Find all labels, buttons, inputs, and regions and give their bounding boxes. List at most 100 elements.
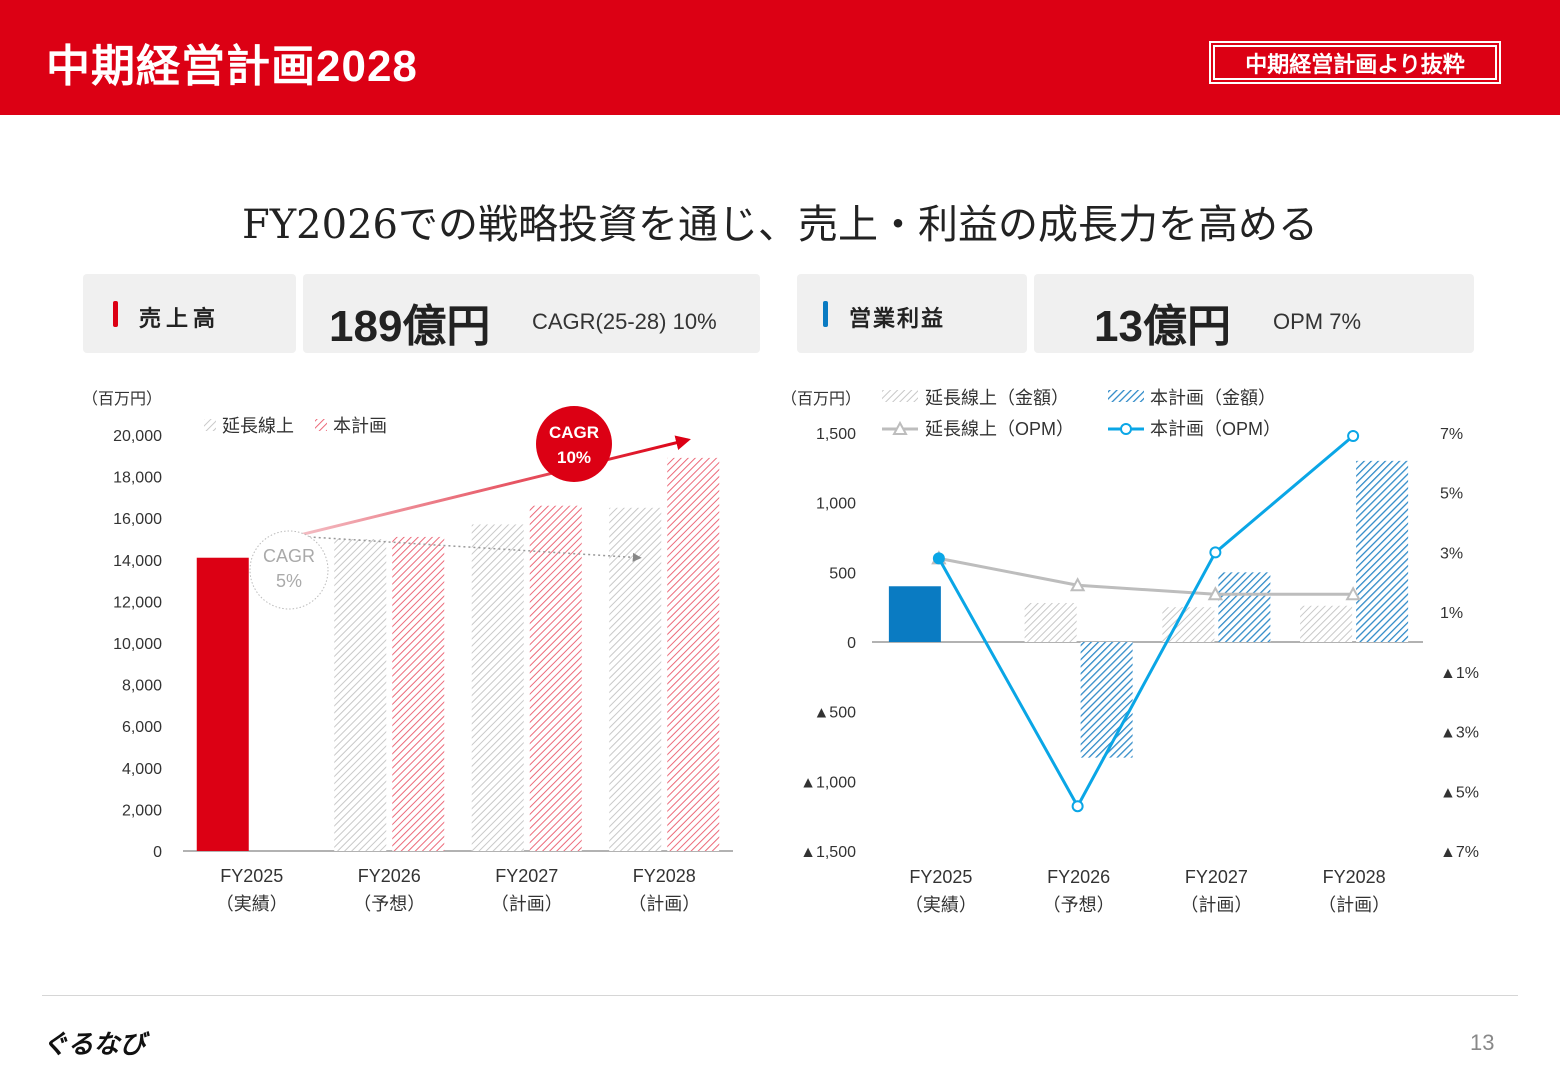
profit-opm-baseline-line	[938, 556, 1354, 596]
profit-bar-baseline	[1024, 602, 1077, 642]
profit-legend-label: 延長線上（金額）	[925, 388, 1069, 408]
profit-x-tick: FY2026	[1047, 867, 1110, 887]
sales-kpi-value-box: 189億円 CAGR(25-28) 10%	[303, 274, 760, 353]
sales-y-tick: 16,000	[113, 511, 162, 528]
sales-cagr5-badge	[249, 530, 329, 610]
profit-y2-tick: 7%	[1440, 426, 1463, 443]
profit-x-tick: FY2027	[1185, 867, 1248, 887]
profit-legend-swatch-baseline-bar	[882, 390, 918, 402]
sales-y-tick: 4,000	[122, 761, 162, 778]
operating-profit-chart: （百万円） ▲1,500 ▲1,000 ▲500 0 500 1,000 1,500 ▲7% ▲5…	[781, 388, 1479, 915]
sales-kpi-label-box: 売上高	[83, 274, 296, 353]
profit-y-tick: 0	[847, 635, 856, 652]
profit-legend-label: 本計画（金額）	[1150, 388, 1276, 408]
sales-chart: （百万円） 0 2,000 4,000 6,000 8,000 10,000 12,000 14…	[82, 390, 733, 914]
profit-opm-plan-point	[1347, 429, 1360, 442]
profit-kpi-marker	[823, 301, 828, 327]
profit-y-tick: ▲1,500	[800, 844, 856, 861]
sales-x-sublabel: （予想）	[353, 894, 425, 914]
profit-y-tick: 1,500	[816, 426, 856, 443]
sales-y-tick: 18,000	[113, 470, 162, 487]
profit-legend-label: 延長線上（OPM）	[925, 419, 1074, 439]
sales-y-tick: 20,000	[113, 428, 162, 445]
sales-bar-baseline	[609, 507, 662, 851]
profit-y-tick: ▲1,000	[800, 774, 856, 791]
header-bar: 中期経営計画2028 中期経営計画より抜粋	[0, 0, 1560, 115]
sales-bar-baseline	[471, 524, 524, 851]
profit-kpi-value: 13億円	[1094, 302, 1231, 351]
profit-legend-swatch-baseline-marker	[892, 420, 908, 435]
sales-y-tick: 8,000	[122, 678, 162, 695]
sales-x-sublabel: （実績）	[216, 894, 288, 914]
sales-legend-label: 本計画	[333, 416, 387, 436]
sales-legend-swatch-plan	[315, 419, 327, 431]
sales-x-tick: FY2025	[220, 866, 283, 886]
profit-opm-baseline-point	[1345, 586, 1361, 601]
profit-x-sublabel: （計画）	[1318, 895, 1390, 915]
sales-bar-plan	[392, 536, 445, 851]
profit-x-tick: FY2028	[1323, 867, 1386, 887]
profit-unit-label: （百万円）	[781, 390, 861, 408]
sales-cagr10-badge	[536, 406, 612, 482]
profit-kpi-label-box: 営業利益	[797, 274, 1027, 353]
sales-cagr10-text: CAGR	[549, 423, 599, 442]
profit-kpi-opm: OPM 7%	[1273, 309, 1362, 334]
profit-opm-plan-line	[937, 434, 1355, 810]
profit-bar-actual	[888, 586, 941, 642]
profit-y2-tick: ▲3%	[1440, 725, 1479, 742]
sales-x-sublabel: （計画）	[628, 894, 700, 914]
sales-legend-label: 延長線上	[222, 416, 294, 436]
page-number: 13	[1470, 1030, 1495, 1055]
sales-kpi-label: 売上高	[139, 306, 221, 331]
sales-x-tick: FY2028	[633, 866, 696, 886]
profit-kpi-label: 営業利益	[849, 306, 946, 331]
profit-opm-plan-point	[1209, 546, 1222, 559]
profit-y-tick: 500	[829, 565, 856, 582]
profit-x-sublabel: （実績）	[905, 895, 977, 915]
page-title: 中期経営計画2028	[46, 42, 418, 91]
profit-y2-tick: ▲7%	[1440, 844, 1479, 861]
sales-cagr10-arrow	[288, 435, 691, 540]
sales-kpi-marker	[113, 301, 118, 327]
sales-y-tick: 0	[153, 844, 162, 861]
profit-opm-baseline-point	[1069, 577, 1086, 592]
sales-cagr5-arrow	[288, 534, 642, 562]
profit-opm-plan-point	[1071, 800, 1084, 813]
sales-y-tick: 14,000	[113, 553, 162, 570]
sales-bar-actual	[196, 557, 249, 851]
sales-unit-label: （百万円）	[82, 390, 162, 408]
profit-opm-baseline-point	[1207, 586, 1224, 601]
sales-x-sublabel: （計画）	[491, 894, 563, 914]
excerpt-badge: 中期経営計画より抜粋	[1209, 41, 1501, 84]
sales-x-tick: FY2027	[495, 866, 558, 886]
sales-kpi-value: 189億円	[329, 302, 491, 351]
sales-y-tick: 2,000	[122, 802, 162, 819]
profit-bar-baseline	[1300, 605, 1353, 642]
footer-divider	[42, 995, 1518, 996]
profit-y-tick: 1,000	[816, 496, 856, 513]
profit-bar-plan	[1356, 460, 1409, 642]
profit-legend-swatch-plan-marker	[1120, 423, 1132, 435]
sales-y-tick: 6,000	[122, 719, 162, 736]
company-logo: ぐるなび	[42, 1029, 146, 1059]
sales-y-tick: 12,000	[113, 594, 162, 611]
profit-bar-plan	[1080, 642, 1133, 758]
sales-y-tick: 10,000	[113, 636, 162, 653]
sales-x-tick: FY2026	[358, 866, 421, 886]
sales-kpi-cagr: CAGR(25-28) 10%	[532, 309, 717, 334]
sales-cagr10-text: 10%	[557, 448, 591, 467]
sales-bar-plan	[667, 457, 720, 851]
profit-x-tick: FY2025	[909, 867, 972, 887]
sales-bar-baseline	[334, 539, 387, 851]
profit-y-tick: ▲500	[813, 705, 856, 722]
profit-y2-tick: ▲5%	[1440, 784, 1479, 801]
profit-x-sublabel: （予想）	[1043, 895, 1115, 915]
profit-x-sublabel: （計画）	[1180, 895, 1252, 915]
profit-legend-swatch-plan-bar	[1108, 390, 1144, 402]
headline: FY2026での戦略投資を通じ、売上・利益の成長力を高める	[242, 202, 1318, 248]
profit-opm-plan-point	[932, 552, 945, 565]
profit-legend-label: 本計画（OPM）	[1150, 419, 1281, 439]
sales-bar-plan	[529, 505, 582, 851]
sales-legend-swatch-baseline	[204, 419, 216, 431]
